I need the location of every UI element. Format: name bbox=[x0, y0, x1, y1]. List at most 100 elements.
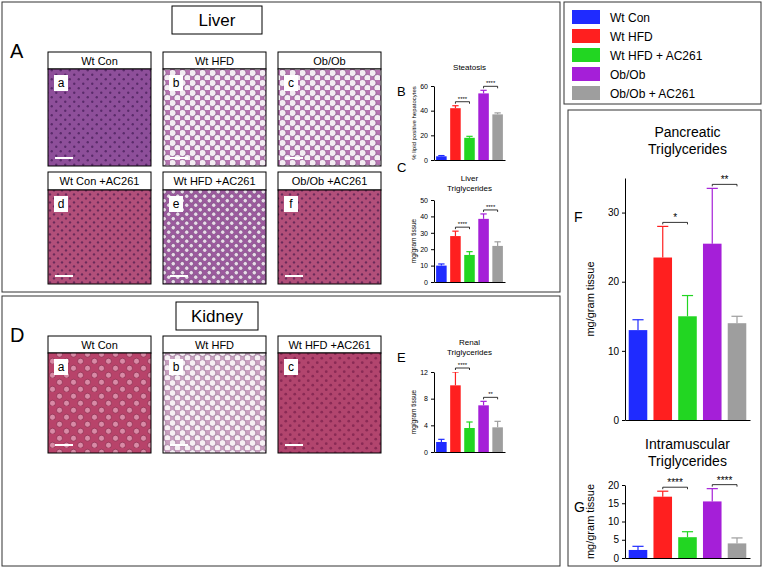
bar bbox=[678, 537, 697, 558]
significance-bracket bbox=[484, 86, 498, 88]
micrograph: Ob/Ob +AC261f bbox=[278, 172, 381, 284]
micrograph-label-box bbox=[278, 336, 381, 353]
error-whisker bbox=[662, 491, 663, 496]
micrograph-label: Wt Con bbox=[81, 55, 118, 67]
error-bar bbox=[731, 316, 742, 323]
legend-swatch bbox=[572, 86, 600, 100]
error-bar bbox=[657, 226, 668, 257]
chart-title: LiverTriglycerides bbox=[447, 174, 492, 193]
y-tick: 12 bbox=[420, 369, 434, 376]
legend-swatch bbox=[572, 29, 600, 43]
micrograph-image bbox=[163, 353, 266, 453]
y-tick-label: 10 bbox=[420, 262, 428, 269]
panel-frame bbox=[564, 2, 761, 104]
y-tick-label: 15 bbox=[608, 498, 620, 509]
error-cap bbox=[494, 112, 500, 113]
y-tick-label: 20 bbox=[420, 246, 428, 253]
legend-label: Ob/Ob + AC261 bbox=[610, 87, 695, 101]
micrograph-label-box bbox=[163, 52, 266, 69]
significance-label: **** bbox=[486, 204, 496, 210]
panel-frame bbox=[2, 296, 560, 566]
y-tick: 30 bbox=[608, 207, 625, 218]
micrograph: Ob/Obc bbox=[278, 52, 381, 166]
bar bbox=[436, 266, 447, 282]
y-axis-line bbox=[434, 201, 435, 283]
micrograph-image bbox=[48, 190, 151, 284]
micrograph-tag: c bbox=[288, 360, 294, 374]
y-tick: 20 bbox=[420, 132, 434, 139]
panel-letter: D bbox=[10, 324, 24, 346]
significance-label: **** bbox=[717, 475, 733, 486]
error-whisker bbox=[712, 489, 713, 502]
bar bbox=[450, 236, 461, 282]
y-tick-label: 0 bbox=[613, 415, 619, 426]
significance-label: **** bbox=[458, 221, 468, 227]
y-tick-label: 0 bbox=[424, 157, 428, 164]
error-cap bbox=[438, 439, 444, 440]
x-axis-line bbox=[435, 160, 506, 161]
error-cap bbox=[657, 226, 668, 227]
y-tick-mark bbox=[431, 425, 434, 426]
plot-area bbox=[629, 489, 747, 558]
significance-label: ** bbox=[721, 174, 729, 185]
y-tick-label: 5 bbox=[613, 534, 619, 545]
y-tick: 10 bbox=[608, 346, 625, 357]
micrograph-tag-box bbox=[284, 359, 298, 375]
error-bar bbox=[452, 231, 458, 236]
micrograph-tag-box bbox=[54, 75, 68, 91]
chart-title-line: Renal bbox=[459, 338, 480, 347]
x-axis-line bbox=[435, 452, 506, 453]
y-tick-mark bbox=[622, 420, 625, 421]
significance: **** bbox=[455, 96, 469, 104]
panel-frame bbox=[568, 110, 761, 566]
error-cap bbox=[682, 295, 693, 296]
y-tick: 40 bbox=[420, 213, 434, 220]
micrograph-image bbox=[163, 190, 266, 284]
micrograph-tag-box bbox=[54, 196, 68, 212]
significance-label: **** bbox=[486, 80, 496, 86]
micrograph-tag-box bbox=[284, 196, 298, 212]
error-cap bbox=[480, 90, 486, 91]
y-tick: 0 bbox=[424, 279, 434, 286]
plot-area bbox=[436, 90, 503, 160]
error-cap bbox=[657, 491, 668, 492]
error-whisker bbox=[687, 532, 688, 537]
y-tick: 0 bbox=[613, 415, 625, 426]
bar-chart: RenalTriglyceridesmg/gram tissue04812***… bbox=[410, 338, 506, 456]
y-tick: 10 bbox=[420, 262, 434, 269]
bar bbox=[464, 138, 475, 160]
legend-swatch bbox=[572, 67, 600, 81]
chart-title-line: Triglycerides bbox=[447, 184, 492, 193]
bar bbox=[653, 497, 672, 558]
error-whisker bbox=[483, 214, 484, 219]
micrograph-tag: b bbox=[173, 360, 180, 374]
y-tick: 0 bbox=[424, 157, 434, 164]
scale-bar bbox=[170, 157, 188, 159]
bar bbox=[450, 385, 461, 452]
bar bbox=[478, 405, 489, 452]
significance-bracket bbox=[484, 397, 498, 399]
micrograph-tag: e bbox=[173, 197, 180, 211]
micrograph-label: Wt Con bbox=[81, 339, 118, 351]
error-whisker bbox=[736, 316, 737, 323]
y-axis-title: mg/gram tissue bbox=[410, 389, 418, 434]
y-tick: 8 bbox=[424, 395, 434, 402]
chart-title: PancreaticTriglycerides bbox=[648, 124, 727, 157]
bar bbox=[436, 442, 447, 452]
micrograph: Wt HFD +AC261 c bbox=[278, 336, 381, 453]
y-axis: 0102030 bbox=[608, 179, 626, 426]
y-tick-mark bbox=[622, 522, 625, 523]
y-axis: 0204060 bbox=[420, 83, 434, 164]
error-bar bbox=[707, 489, 718, 502]
legend-swatch bbox=[572, 10, 600, 24]
chart-title: IntramuscularTriglycerides bbox=[645, 436, 730, 469]
y-tick-label: 0 bbox=[424, 449, 428, 456]
bar bbox=[728, 543, 747, 558]
y-tick: 0 bbox=[613, 553, 625, 564]
y-tick-mark bbox=[622, 558, 625, 559]
significance: **** bbox=[663, 477, 688, 489]
micrograph-label: Wt Con +AC261 bbox=[60, 175, 140, 187]
micrograph-label: Wt HFD +AC261 bbox=[288, 339, 370, 351]
error-bar bbox=[632, 546, 643, 550]
y-axis: 01020304050 bbox=[420, 197, 434, 286]
